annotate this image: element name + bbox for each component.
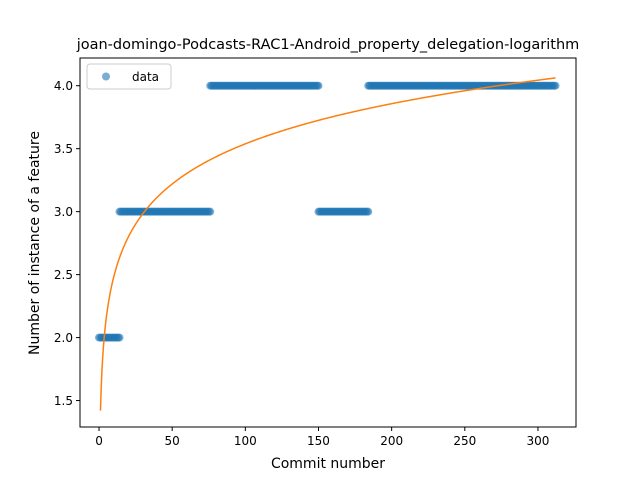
x-tick-label: 50 [165,434,180,448]
axes-frame [79,57,577,428]
x-axis-label: Commit number [271,456,385,472]
y-tick-label: 3.0 [54,205,73,219]
y-tick-label: 2.5 [54,268,73,282]
legend-marker [102,72,110,81]
legend-label: data [132,70,159,84]
x-tick-label: 150 [307,434,330,448]
fit-curve-line [99,77,556,411]
x-tick-label: 0 [95,434,103,448]
y-tick-label: 2.0 [54,331,73,345]
data-point [206,207,215,216]
data-point [115,333,124,342]
plot-area: 0 50 100 150 200 250 300 1.5 2.0 2.5 3.0 3.5 4.0 data [54,57,577,448]
data-point [551,81,560,90]
chart-title: joan-domingo-Podcasts-RAC1-Android_prope… [76,37,580,53]
data-point [314,81,323,90]
legend-box [86,63,172,90]
x-tick-label: 200 [380,434,403,448]
y-tick-label: 1.5 [54,394,73,408]
y-axis-label: Number of instance of a feature [27,131,43,355]
x-tick-label: 250 [453,434,476,448]
x-tick-label: 100 [234,434,257,448]
x-tick-label: 300 [527,434,550,448]
data-point [364,207,373,216]
y-tick-label: 3.5 [54,142,73,156]
y-tick-label: 4.0 [54,79,73,93]
